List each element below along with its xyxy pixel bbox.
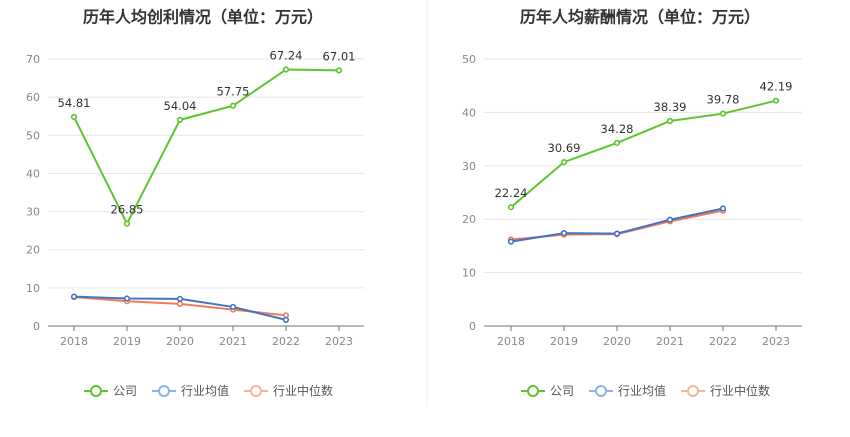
series-line [73, 68, 340, 225]
legend-item: 行业中位数 [681, 383, 770, 398]
data-point [719, 110, 727, 117]
x-tick-label: 2022 [272, 335, 300, 348]
data-label: 39.78 [707, 93, 740, 107]
y-tick-label: 10 [26, 282, 40, 295]
legend-label: 行业均值 [181, 383, 229, 398]
legend-label: 行业中位数 [273, 383, 333, 398]
data-point [613, 139, 621, 147]
y-tick-label: 50 [26, 129, 40, 142]
legend-item: 公司 [84, 384, 137, 398]
x-tick-label: 2019 [550, 335, 578, 348]
chart-title: 历年人均创利情况（单位：万元） [83, 8, 323, 27]
y-tick-label: 20 [26, 244, 40, 257]
y-tick-label: 50 [462, 53, 476, 66]
legend-marker [250, 385, 262, 397]
legend-marker [527, 385, 539, 397]
legend-item: 行业均值 [589, 383, 666, 398]
y-tick-label: 0 [469, 320, 476, 333]
legend: 公司 行业均值 行业中位数 [84, 383, 333, 398]
series-公司: 22.24 30.69 34.28 38.39 39.78 42.19 [495, 80, 793, 211]
series-行业均值 [507, 205, 727, 245]
y-tick-label: 0 [33, 320, 40, 333]
data-point [666, 117, 674, 125]
legend-item: 公司 [521, 384, 574, 398]
data-label: 22.24 [495, 186, 528, 200]
series-line [510, 99, 777, 208]
chart-title: 历年人均薪酬情况（单位：万元） [520, 8, 760, 27]
data-point [70, 293, 78, 300]
legend-label: 行业均值 [618, 383, 666, 398]
data-label: 54.81 [58, 96, 91, 110]
data-point [176, 116, 184, 123]
data-point [229, 303, 237, 311]
data-point [613, 230, 621, 237]
series-公司: 54.81 26.85 54.04 57.75 67.24 67.01 [58, 49, 356, 227]
chart-1: 历年人均创利情况（单位：万元） 0 10 20 30 40 50 60 70 2018 2019 20… [26, 8, 364, 398]
x-tick-label: 2018 [60, 335, 88, 348]
data-label: 54.04 [164, 99, 197, 113]
data-point [176, 295, 184, 303]
data-point [123, 220, 131, 227]
legend-label: 行业中位数 [710, 383, 770, 398]
data-point [772, 97, 780, 104]
data-point [335, 67, 343, 74]
legend-marker [595, 385, 607, 397]
data-label: 42.19 [760, 80, 793, 94]
x-tick-label: 2020 [603, 335, 631, 348]
data-label: 34.28 [601, 122, 634, 136]
data-point [507, 238, 515, 245]
x-tick-label: 2019 [113, 335, 141, 348]
data-label: 67.24 [270, 49, 303, 63]
data-point [666, 216, 674, 223]
data-point [282, 66, 290, 73]
y-tick-label: 30 [462, 160, 476, 173]
data-point [123, 295, 131, 302]
legend-label: 公司 [113, 384, 137, 398]
x-tick-label: 2023 [762, 335, 790, 348]
data-point [560, 159, 568, 166]
y-tick-label: 10 [462, 267, 476, 280]
x-tick-label: 2021 [656, 335, 684, 348]
legend: 公司 行业均值 行业中位数 [521, 383, 770, 398]
legend-item: 行业均值 [152, 383, 229, 398]
x-tick-label: 2020 [166, 335, 194, 348]
x-tick-label: 2021 [219, 335, 247, 348]
data-point [176, 300, 184, 307]
data-point [560, 229, 568, 237]
legend-marker [90, 385, 102, 397]
data-point [507, 204, 515, 211]
y-tick-label: 30 [26, 206, 40, 219]
chart-2: 历年人均薪酬情况（单位：万元） 0 10 20 30 40 50 2018 2019 2020 20… [462, 8, 802, 398]
y-tick-label: 40 [26, 167, 40, 180]
legend-item: 行业中位数 [244, 383, 333, 398]
data-label: 67.01 [323, 49, 356, 63]
data-point [719, 205, 727, 212]
data-point [70, 113, 78, 121]
y-tick-label: 60 [26, 91, 40, 104]
y-tick-label: 70 [26, 53, 40, 66]
x-tick-label: 2023 [325, 335, 353, 348]
y-tick-label: 40 [462, 106, 476, 119]
legend-label: 公司 [550, 384, 574, 398]
data-label: 30.69 [548, 141, 581, 155]
legend-marker [158, 385, 170, 397]
x-tick-label: 2022 [709, 335, 737, 348]
series-行业均值 [70, 293, 290, 323]
data-label: 57.75 [217, 85, 250, 99]
x-tick-label: 2018 [497, 335, 525, 348]
y-tick-label: 20 [462, 213, 476, 226]
legend-marker [687, 385, 699, 397]
data-point [282, 316, 290, 323]
data-label: 38.39 [654, 100, 687, 114]
data-label: 26.85 [111, 203, 144, 217]
data-point [229, 102, 237, 109]
